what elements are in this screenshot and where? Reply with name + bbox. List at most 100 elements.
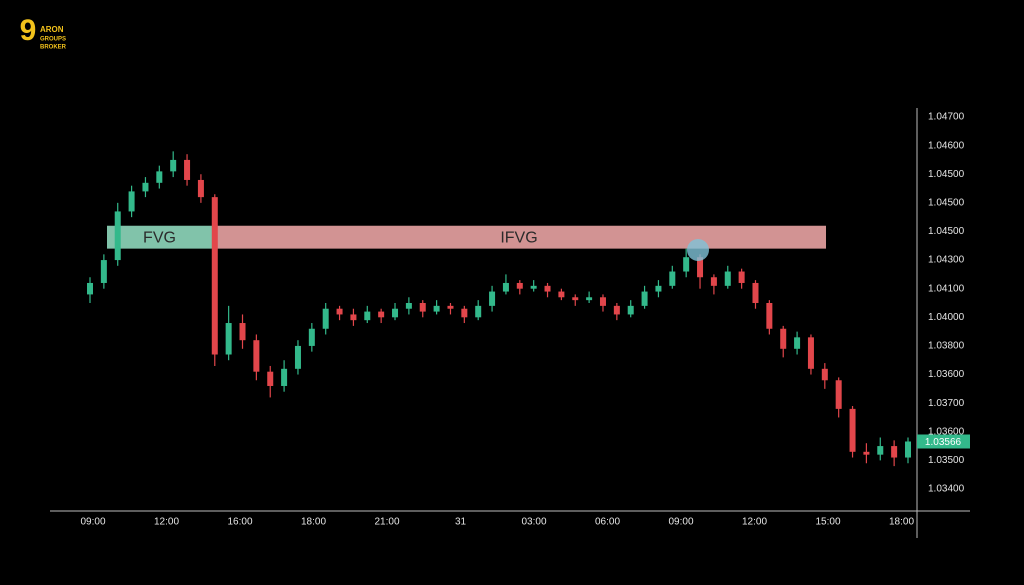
candle-body [419, 303, 426, 312]
candle-body [710, 277, 717, 286]
y-axis-label: 1.04500 [928, 169, 965, 180]
candle-body [364, 311, 371, 321]
candle-body [87, 282, 93, 295]
candle-body [225, 323, 232, 355]
y-axis-label: 1.03400 [928, 484, 965, 495]
candle-body [821, 368, 828, 381]
candle-body [239, 323, 246, 341]
candle-body [461, 308, 468, 318]
candle-body [738, 271, 745, 283]
candle-body [184, 159, 191, 180]
y-axis-label: 1.03500 [928, 455, 965, 466]
candle-body [544, 285, 551, 292]
candle-body [475, 305, 482, 318]
candle-body [405, 303, 412, 309]
y-axis-label: 1.04500 [928, 226, 965, 237]
y-axis-label: 1.03600 [928, 426, 965, 437]
candle-body [211, 197, 218, 355]
candle-body [447, 305, 454, 309]
x-axis-label: 15:00 [815, 517, 840, 528]
x-axis-label: 12:00 [154, 517, 179, 528]
candle-body [780, 328, 787, 349]
last-price-label: 1.03566 [925, 437, 962, 448]
x-axis-label: 06:00 [595, 517, 620, 528]
y-axis-label: 1.04700 [928, 112, 965, 123]
candle-body [794, 337, 801, 349]
zones: FVG IFVG [107, 225, 826, 249]
y-axis-label: 1.04100 [928, 283, 965, 294]
y-axis-label: 1.04300 [928, 255, 965, 266]
candle-body [683, 257, 690, 272]
y-axis-label: 1.03600 [928, 369, 965, 380]
candle-body [308, 328, 315, 346]
candle-body [350, 314, 357, 321]
candle-body [114, 211, 121, 261]
candle-body [128, 191, 135, 212]
candle-body [433, 305, 440, 312]
candle-body [724, 271, 731, 286]
logo-text: GROUPS [40, 37, 66, 43]
candles [87, 151, 911, 467]
candle-body [613, 305, 620, 315]
candle-body [281, 368, 288, 386]
candle-body [197, 179, 204, 198]
candle-body [766, 303, 773, 329]
candle-body [170, 159, 177, 172]
candle-body [558, 291, 565, 298]
candle-body [627, 305, 634, 315]
candle-body [835, 380, 842, 409]
candle-body [599, 297, 606, 306]
x-axis-label: 09:00 [80, 517, 105, 528]
x-axis-label: 03:00 [521, 517, 546, 528]
x-axis-label: 12:00 [742, 517, 767, 528]
candle-body [849, 408, 856, 452]
candle-body [156, 171, 163, 183]
candle-body [586, 297, 593, 301]
logo: 9 ARON GROUPS BROKER [20, 14, 67, 51]
candle-body [378, 311, 385, 318]
candle-body [655, 285, 662, 292]
y-axis-label: 1.04000 [928, 312, 965, 323]
zone-label: FVG [143, 229, 176, 246]
y-axis-label: 1.04600 [928, 140, 965, 151]
candle-body [142, 182, 149, 192]
x-axis-label: 21:00 [374, 517, 399, 528]
candle-body [322, 308, 329, 329]
logo-mark: 9 [20, 14, 37, 47]
zone [107, 225, 212, 249]
candle-body [294, 345, 301, 369]
x-axis-label: 31 [455, 517, 467, 528]
x-axis-label: 09:00 [668, 517, 693, 528]
candle-body [641, 291, 648, 306]
candle-body [891, 446, 898, 458]
candle-body [267, 371, 274, 386]
candle-body [100, 260, 107, 283]
logo-text: BROKER [40, 45, 67, 51]
candle-body [392, 308, 399, 318]
y-axis-label: 1.04500 [928, 197, 965, 208]
candle-body [502, 282, 509, 292]
candle-body [877, 446, 884, 455]
y-axis-label: 1.03700 [928, 398, 965, 409]
candle-body [253, 340, 260, 372]
highlight-marker [687, 239, 709, 261]
zone [212, 225, 826, 249]
candle-body [336, 308, 343, 315]
zone-label: IFVG [500, 229, 537, 246]
candle-body [863, 451, 870, 455]
candle-body [752, 282, 759, 303]
candle-body [697, 257, 704, 278]
last-price-tag [917, 434, 970, 449]
candle-body [669, 271, 676, 286]
candle-body [530, 285, 537, 289]
candle-body [516, 282, 523, 289]
candle-body [905, 441, 911, 458]
candle-body [489, 291, 496, 306]
x-axis-label: 18:00 [889, 517, 914, 528]
candle-body [572, 297, 579, 301]
logo-text: ARON [40, 25, 64, 34]
candle-body [807, 337, 814, 369]
